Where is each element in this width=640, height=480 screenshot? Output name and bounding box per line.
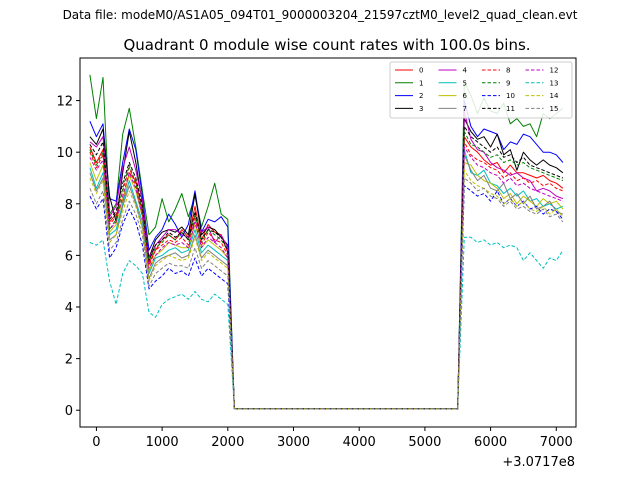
legend-label-11: 11 xyxy=(506,105,515,113)
legend-label-0: 0 xyxy=(419,67,423,75)
legend-label-4: 4 xyxy=(463,67,468,75)
series-line-2 xyxy=(89,100,564,410)
legend-label-10: 10 xyxy=(506,92,515,100)
plot-frame xyxy=(79,57,577,428)
series-line-12 xyxy=(89,146,564,410)
y-tick-label: 4 xyxy=(65,301,73,316)
series-line-6 xyxy=(89,162,564,410)
series-line-9 xyxy=(89,131,564,410)
legend-label-6: 6 xyxy=(463,92,468,100)
x-tick-label: 2000 xyxy=(211,435,244,450)
legend-label-9: 9 xyxy=(506,79,510,87)
series-line-15 xyxy=(89,177,564,410)
y-tick-label: 6 xyxy=(65,249,73,264)
axes: 0 1000 2000 3000 4000 5000 6000 7000 0 2 4 6 8 10 12 xyxy=(56,95,572,450)
figure-suptitle: Data file: modeM0/AS1A05_094T01_90000032… xyxy=(62,8,578,22)
legend-label-2: 2 xyxy=(419,92,423,100)
series-line-7 xyxy=(89,154,564,410)
chart-title: Quadrant 0 module wise count rates with … xyxy=(123,36,530,54)
series-line-11 xyxy=(89,125,564,410)
legend-label-15: 15 xyxy=(550,105,559,113)
legend-label-3: 3 xyxy=(419,105,423,113)
series-line-8 xyxy=(89,141,564,410)
series-lines xyxy=(89,74,564,410)
y-tick-label: 10 xyxy=(56,146,73,161)
legend-label-13: 13 xyxy=(550,79,559,87)
legend-label-14: 14 xyxy=(550,92,559,100)
series-line-1 xyxy=(89,74,564,410)
y-tick-label: 8 xyxy=(65,198,73,213)
legend-label-1: 1 xyxy=(419,79,423,87)
x-tick-label: 5000 xyxy=(408,435,441,450)
x-tick-label: 3000 xyxy=(277,435,310,450)
series-line-0 xyxy=(89,136,564,410)
x-tick-label: 1000 xyxy=(146,435,179,450)
legend-box xyxy=(389,61,573,119)
x-offset-label: +3.0717e8 xyxy=(502,455,575,470)
x-tick-label: 7000 xyxy=(540,435,573,450)
x-tick-label: 4000 xyxy=(343,435,376,450)
y-tick-label: 2 xyxy=(65,353,73,368)
y-tick-label: 0 xyxy=(65,404,73,419)
series-line-3 xyxy=(89,118,564,410)
legend-label-8: 8 xyxy=(506,67,510,75)
x-tick-label: 6000 xyxy=(474,435,507,450)
legend-label-12: 12 xyxy=(550,67,559,75)
x-tick-label: 0 xyxy=(92,435,100,450)
series-line-10 xyxy=(89,185,564,410)
y-tick-label: 12 xyxy=(56,95,73,110)
legend-label-7: 7 xyxy=(463,105,467,113)
legend-label-5: 5 xyxy=(463,79,467,87)
series-line-14 xyxy=(89,169,564,410)
series-line-13 xyxy=(89,236,564,410)
series-line-4 xyxy=(89,110,564,410)
